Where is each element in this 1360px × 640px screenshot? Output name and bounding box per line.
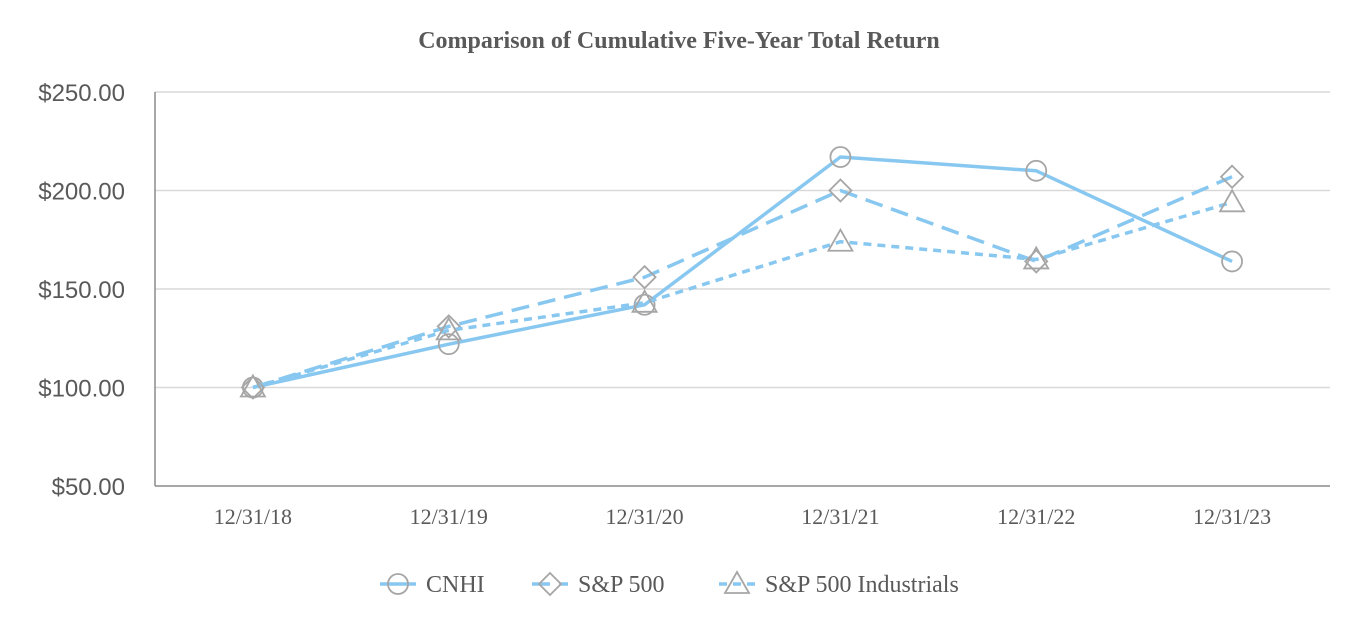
legend-label: CNHI	[426, 572, 485, 598]
legend-marker	[537, 571, 563, 597]
legend-marker	[723, 570, 751, 594]
data-point-marker	[829, 146, 852, 168]
y-tick-label: $50.00	[52, 474, 125, 501]
y-axis-ticks: $50.00 $100.00 $150.00 $200.00 $250.00	[38, 80, 125, 501]
legend-item: S&P 500 Industrials	[719, 570, 959, 598]
series-line	[252, 175, 1233, 390]
data-point-marker	[1023, 249, 1049, 274]
series-line	[252, 155, 1233, 390]
data-point-marker	[437, 333, 460, 356]
y-tick-label: $150.00	[38, 277, 125, 304]
legend: CNHI S&P 500 S&P 500 Industrials	[380, 570, 959, 598]
legend-label: S&P 500	[578, 572, 664, 598]
legend-item: CNHI	[380, 572, 485, 598]
data-point-marker	[240, 375, 266, 400]
x-tick-label: 12/31/23	[1193, 504, 1271, 529]
data-point-marker	[826, 227, 854, 252]
data-point-marker	[239, 373, 267, 398]
legend-marker	[387, 573, 409, 595]
series-s-p-500-industrials	[239, 188, 1246, 398]
x-axis-ticks: 12/31/18 12/31/19 12/31/20 12/31/21 12/31/22…	[214, 504, 1271, 529]
series-cnhi	[242, 146, 1243, 399]
axes	[154, 92, 1330, 487]
legend-label: S&P 500 Industrials	[765, 572, 959, 598]
x-tick-label: 12/31/21	[801, 504, 879, 529]
data-point-marker	[631, 288, 659, 313]
series-line	[252, 200, 1233, 390]
x-tick-label: 12/31/19	[410, 504, 488, 529]
chart-title: Comparison of Cumulative Five-Year Total…	[418, 28, 940, 54]
y-tick-label: $200.00	[38, 179, 125, 206]
data-point-marker	[435, 316, 463, 341]
data-point-marker	[1025, 159, 1048, 182]
grid-lines	[155, 91, 1330, 389]
data-point-marker	[1218, 188, 1246, 213]
data-point-marker	[436, 314, 462, 339]
data-point-marker	[1221, 250, 1243, 273]
x-tick-label: 12/31/20	[605, 504, 683, 529]
data-point-marker	[1022, 245, 1050, 270]
series-group	[239, 146, 1246, 400]
legend-item: S&P 500	[532, 571, 664, 598]
x-tick-label: 12/31/18	[214, 504, 292, 529]
series-s-p-500	[240, 164, 1245, 400]
data-point-marker	[828, 178, 853, 203]
y-tick-label: $100.00	[38, 376, 125, 403]
x-tick-label: 12/31/22	[997, 504, 1075, 529]
y-tick-label: $250.00	[38, 80, 125, 107]
data-point-marker	[632, 264, 657, 290]
data-point-marker	[1219, 164, 1245, 189]
data-point-marker	[633, 293, 656, 316]
